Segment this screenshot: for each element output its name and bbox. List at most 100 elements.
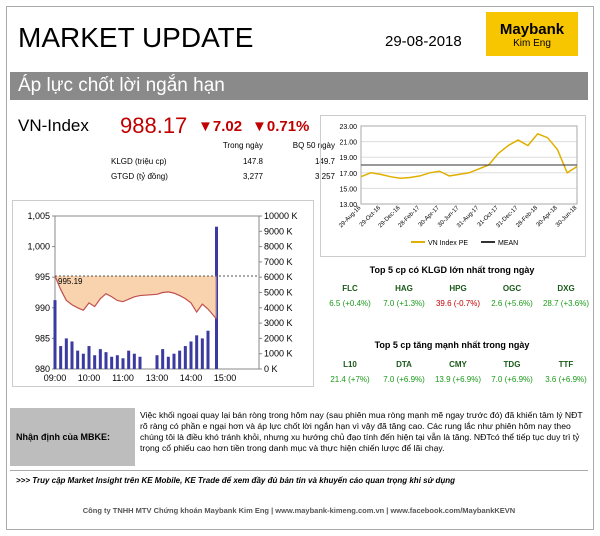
price: 7.0 — [383, 299, 395, 308]
y-tick-label: 23.00 — [339, 124, 357, 131]
footer-credit: Công ty TNHH MTV Chứng khoán Maybank Kim… — [82, 506, 516, 515]
ticker: HAG — [395, 284, 413, 293]
below-reference-fill — [55, 276, 217, 319]
x-tick-label: 13:00 — [146, 373, 169, 383]
index-value: 988.17 — [120, 113, 188, 138]
y-tick-label: 13.00 — [339, 202, 357, 209]
reference-label: 995.19 — [58, 277, 83, 286]
price-change: 21.4 (+7%) — [324, 373, 376, 386]
price-change: 7.0 (+1.3%) — [378, 297, 430, 310]
change: (+7%) — [348, 375, 370, 384]
volume-bar — [70, 341, 74, 369]
ticker: OGC — [502, 284, 522, 293]
x-tick-label: 10:00 — [78, 373, 101, 383]
volume-bar — [115, 355, 119, 369]
y-tick-label: 19.00 — [339, 155, 357, 162]
y2-tick-label: 0 K — [264, 364, 278, 374]
y-tick-label: 17.00 — [339, 171, 357, 178]
x-tick-label: 09:00 — [44, 373, 67, 383]
y2-tick-label: 3000 K — [264, 318, 293, 328]
value-row: 21.4 (+7%) 7.0 (+6.9%) 13.9 (+6.9%) 7.0 (+6… — [324, 373, 592, 386]
commentary-text: Việc khối ngoại quay lại bán ròng trong … — [140, 410, 583, 453]
volume-bar — [195, 335, 199, 369]
value-row: 6.5 (+0.4%) 7.0 (+1.3%) 39.6 (-0.7%) 2.6 (+… — [324, 297, 592, 310]
volume-bar — [87, 346, 91, 369]
y-tick-label: 990 — [35, 303, 50, 313]
y-tick-label: 980 — [35, 364, 50, 374]
cell: 147.8 — [242, 156, 263, 166]
y2-tick-label: 2000 K — [264, 333, 293, 343]
x-tick-label: 15:00 — [214, 373, 237, 383]
volume-bar — [64, 338, 68, 369]
y-tick-label: 1,000 — [27, 242, 50, 252]
y2-tick-label: 8000 K — [264, 242, 293, 252]
date: 29-08-2018 — [385, 33, 462, 50]
price-change: 13.9 (+6.9%) — [432, 373, 484, 386]
volume-bar — [81, 353, 85, 369]
commentary-label: Nhận định của MBKE: — [10, 408, 135, 466]
row-label: KLGD (triệu cp) — [111, 156, 167, 166]
volume-bar — [104, 352, 108, 369]
frame — [6, 6, 594, 530]
y2-tick-label: 1000 K — [264, 349, 293, 359]
index-line — [54, 275, 217, 320]
price: 2.6 — [491, 299, 503, 308]
volume-bar — [53, 300, 57, 369]
intraday-chart: 980 985 990 995 1,000 1,005 0 K 1000 K 2000 K 300… — [12, 200, 314, 387]
series-line — [360, 132, 578, 180]
y2-tick-label: 10000 K — [264, 211, 298, 221]
x-tick-label: 30-Jun-18 — [555, 205, 579, 229]
change: (+5.6%) — [504, 299, 533, 308]
change: (+3.6%) — [560, 299, 590, 308]
x-tick-label: 11:00 — [112, 373, 134, 383]
y-tick-label: 985 — [35, 333, 50, 343]
cell: 3,257 — [314, 172, 335, 181]
title: MARKET UPDATE — [18, 22, 254, 53]
volume-bar — [200, 338, 204, 369]
change: (+6.9%) — [396, 375, 425, 384]
volume-bar — [76, 350, 80, 369]
y2-tick-label: 7000 K — [264, 257, 293, 267]
volume-bar — [206, 330, 210, 369]
index-name: VN-Index — [18, 116, 89, 135]
change: (+0.4%) — [342, 299, 371, 308]
price: 7.0 — [491, 375, 503, 384]
price-change: 2.6 (+5.6%) — [486, 297, 538, 310]
price-change: 39.6 (-0.7%) — [432, 297, 484, 310]
th: Trong ngày — [222, 141, 263, 150]
volume-bar — [189, 341, 193, 369]
price-change: 3.6 (+6.9%) — [540, 373, 592, 386]
ticker-row: FLC HAG HPG OGC DXG — [324, 282, 592, 295]
price-change: 7.0 (+6.9%) — [486, 373, 538, 386]
top-gainers: L10 DTA CMY TDG TTF 21.4 (+7%) 7.0 (+6.9%) 13.9… — [322, 356, 594, 388]
y2-tick-label: 9000 K — [264, 226, 293, 236]
price-change: 7.0 (+6.9%) — [378, 373, 430, 386]
volume-bar — [166, 356, 170, 369]
x-tick-label: 14:00 — [180, 373, 203, 383]
change: (+6.9%) — [558, 375, 587, 384]
price-change: 28.7 (+3.6%) — [540, 297, 592, 310]
ticker: TDG — [503, 360, 521, 369]
ticker: L10 — [343, 360, 357, 369]
legend-label: VN Index PE — [428, 240, 468, 247]
divider — [10, 470, 588, 471]
ticker: DTA — [396, 360, 412, 369]
volume-bar — [172, 353, 176, 369]
index-pct: ▼0.71% — [252, 118, 310, 135]
volume-bar — [93, 355, 97, 369]
section-title: Top 5 cp tăng mạnh nhất trong ngày — [374, 340, 530, 350]
ticker: CMY — [449, 360, 467, 369]
price: 13.9 — [434, 375, 451, 384]
ticker: FLC — [342, 284, 358, 293]
change: (+6.9%) — [452, 375, 482, 384]
price: 21.4 — [330, 375, 346, 384]
th: BQ 50 ngày — [292, 141, 335, 150]
volume-bar — [121, 358, 125, 369]
logo-brand: Maybank — [499, 21, 565, 38]
y-tick-label: 1,005 — [27, 211, 50, 221]
volume-bar — [132, 353, 136, 369]
volume-bar — [138, 356, 142, 369]
ticker-row: L10 DTA CMY TDG TTF — [324, 358, 592, 371]
legend-label: MEAN — [498, 240, 518, 247]
